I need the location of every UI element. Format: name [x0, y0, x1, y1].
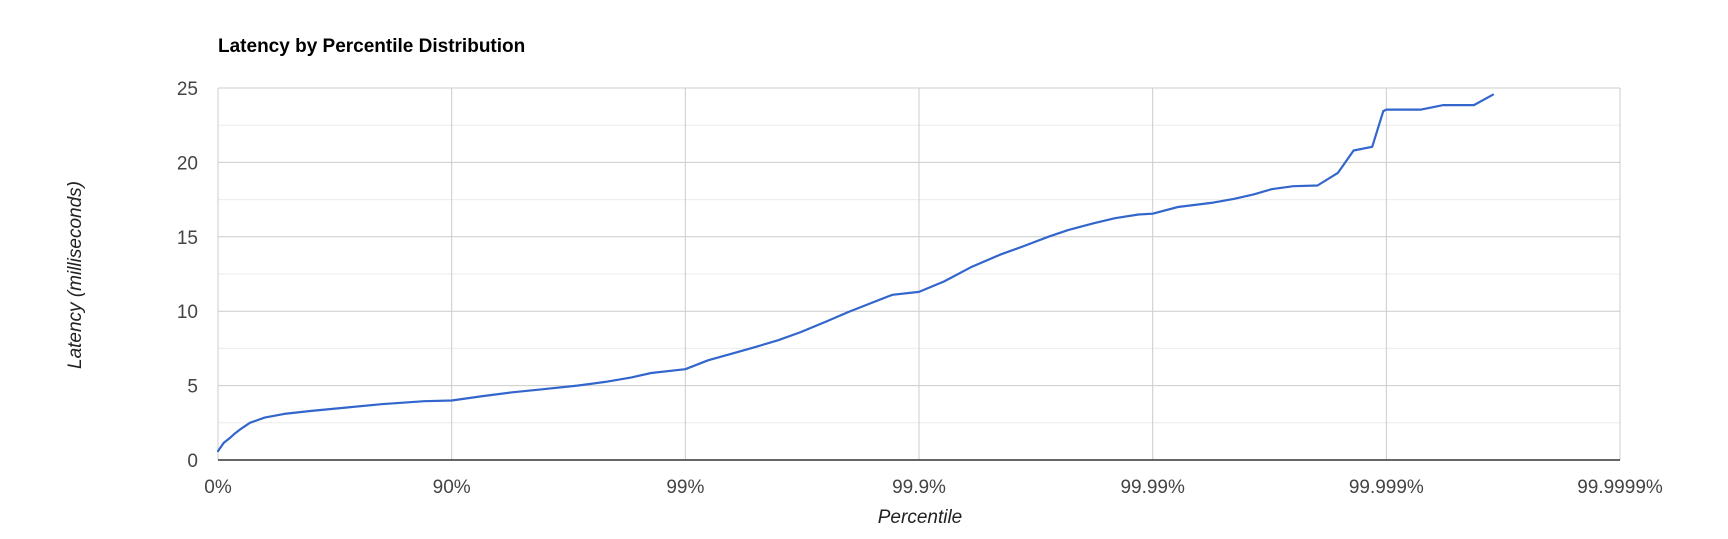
x-axis-title: Percentile	[878, 507, 963, 528]
data-point	[511, 391, 513, 393]
y-tick-label: 20	[177, 153, 198, 174]
data-point	[1233, 198, 1235, 200]
y-axis-title: Latency (milliseconds)	[65, 181, 86, 369]
x-tick-label: 99%	[666, 477, 704, 498]
y-tick-label: 15	[177, 228, 198, 249]
data-point	[342, 407, 344, 409]
data-point	[891, 294, 893, 296]
data-point	[1492, 94, 1494, 96]
data-point	[825, 320, 827, 322]
data-point	[1371, 146, 1373, 148]
data-point	[650, 372, 652, 374]
x-tick-label: 0%	[204, 477, 232, 498]
x-tick-label: 99.999%	[1349, 477, 1424, 498]
data-point	[1442, 104, 1444, 106]
data-point	[310, 410, 312, 412]
data-point	[223, 442, 225, 444]
data-point	[918, 291, 920, 293]
data-point	[1292, 185, 1294, 187]
data-point	[541, 388, 543, 390]
data-point	[1316, 184, 1318, 186]
data-point	[684, 368, 686, 370]
chart-title: Latency by Percentile Distribution	[218, 36, 525, 57]
data-point	[707, 359, 709, 361]
data-point	[1137, 213, 1139, 215]
data-point	[1047, 236, 1049, 238]
data-point	[1212, 201, 1214, 203]
data-point	[423, 400, 425, 402]
y-tick-label: 10	[177, 302, 198, 323]
data-point	[777, 339, 779, 341]
y-tick-label: 0	[187, 451, 198, 472]
data-point	[1270, 188, 1272, 190]
data-point	[800, 331, 802, 333]
data-point	[755, 346, 757, 348]
data-point	[576, 384, 578, 386]
data-point	[1473, 104, 1475, 106]
x-tick-label: 99.9%	[892, 477, 946, 498]
data-point	[1114, 217, 1116, 219]
data-point	[1067, 229, 1069, 231]
data-point	[482, 395, 484, 397]
data-point	[264, 416, 266, 418]
x-tick-label: 90%	[433, 477, 471, 498]
data-point	[731, 352, 733, 354]
data-point	[217, 450, 219, 452]
data-point	[228, 437, 230, 439]
data-point	[1022, 245, 1024, 247]
data-point	[630, 376, 632, 378]
data-point	[234, 432, 236, 434]
y-tick-label: 5	[187, 377, 198, 398]
data-point	[604, 381, 606, 383]
data-point	[1352, 149, 1354, 151]
data-point	[1337, 172, 1339, 174]
data-point	[240, 428, 242, 430]
data-point	[451, 399, 453, 401]
series-line	[216, 93, 1494, 453]
data-point	[970, 266, 972, 268]
data-point	[943, 280, 945, 282]
grid-layer	[217, 87, 1621, 460]
data-point	[1252, 193, 1254, 195]
data-point	[380, 403, 382, 405]
data-point	[1420, 108, 1422, 110]
data-point	[1152, 213, 1154, 215]
x-tick-label: 99.9999%	[1577, 477, 1663, 498]
x-tick-label: 99.99%	[1120, 477, 1185, 498]
data-point	[999, 254, 1001, 256]
data-point	[1382, 110, 1384, 112]
data-point	[249, 422, 251, 424]
label-layer: 0 5 10 15 20 25 0% 90% 99% 99.9% 99.99% 99.999% 99.9…	[177, 79, 1663, 498]
series-layer	[216, 93, 1494, 453]
data-point	[1092, 222, 1094, 224]
data-point	[1385, 108, 1387, 110]
data-point	[283, 413, 285, 415]
data-point	[848, 311, 850, 313]
y-tick-label: 25	[177, 79, 198, 100]
data-point	[1177, 206, 1179, 208]
data-point	[1454, 104, 1456, 106]
data-point	[870, 302, 872, 304]
